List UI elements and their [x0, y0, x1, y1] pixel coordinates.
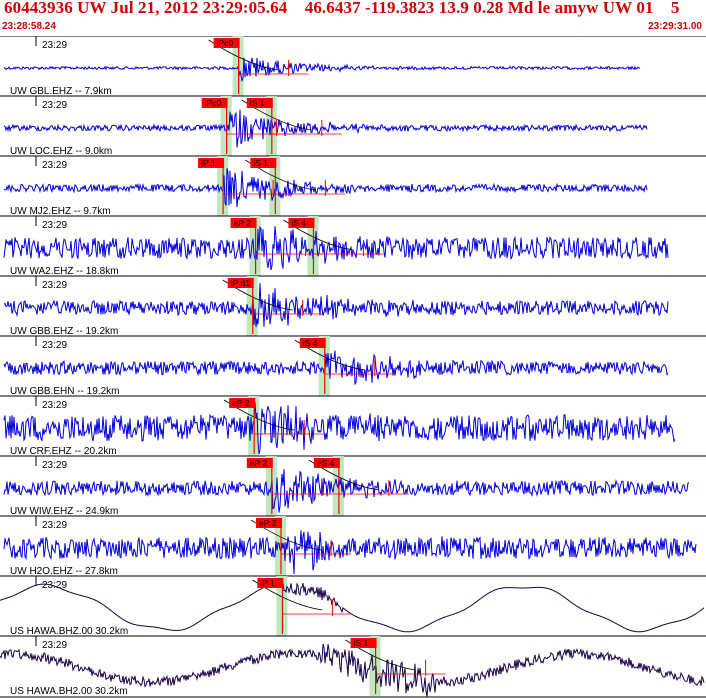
- trace-row[interactable]: iP 1 23:29 US HAWA.BHZ.00 30.2km: [0, 575, 706, 637]
- pick-label-box: [213, 38, 240, 48]
- pick-label[interactable]: iP 1: [260, 578, 275, 588]
- station-label[interactable]: UW GBL.EHZ -- 7.9km: [10, 86, 112, 97]
- trace-row[interactable]: eP 2 23:29 UW CRF.EHZ -- 20.2km: [0, 395, 706, 457]
- pick-label[interactable]: iS 1: [250, 98, 265, 108]
- waveform: [3, 109, 648, 148]
- time-start-label: 23:28:58.24: [2, 21, 56, 32]
- trace-time-label: 23:29: [42, 220, 67, 231]
- pick-label[interactable]: iPc0: [205, 98, 222, 108]
- waveform: [0, 643, 705, 697]
- trace-row[interactable]: iPc0 23:29 UW GBL.EHZ -- 7.9km: [0, 36, 706, 97]
- pick-label-box: [350, 638, 377, 648]
- trace-time-label: 23:29: [42, 520, 67, 531]
- pick-label[interactable]: iS 1: [253, 158, 268, 168]
- pick-label-box: [313, 458, 340, 468]
- time-end-label: 23:29:31.00: [648, 21, 702, 32]
- pick-label-box: [255, 518, 282, 528]
- pick-label[interactable]: iPc0: [217, 38, 234, 48]
- pick-label[interactable]: eP 2: [232, 398, 250, 408]
- station-label[interactable]: UW CRF.EHZ -- 20.2km: [10, 446, 117, 457]
- station-label[interactable]: US HAWA.BHZ.00 30.2km: [10, 626, 128, 637]
- pick-label-box: [246, 98, 273, 108]
- waveform: [3, 350, 669, 386]
- event-header: 60443936 UW Jul 21, 2012 23:29:05.64 46.…: [0, 0, 706, 36]
- pick-label[interactable]: iS 1: [354, 638, 369, 648]
- trace-row[interactable]: iS 1 23:29 US HAWA.BH2.00 30.2km: [0, 635, 706, 697]
- pick-label[interactable]: iS 4: [303, 338, 318, 348]
- trace-row[interactable]: iS 4 23:29 UW GBB.EHN -- 19.2km: [0, 335, 706, 397]
- event-title: 60443936 UW Jul 21, 2012 23:29:05.64 46.…: [4, 0, 680, 17]
- seismogram-panel[interactable]: iPc0 23:29 UW GBL.EHZ -- 7.9km iPc0 iS 1 23:2…: [0, 36, 706, 698]
- waveform: [3, 530, 697, 575]
- pick-label-box: [229, 398, 256, 408]
- station-label[interactable]: UW WA2.EHZ -- 18.8km: [10, 266, 119, 277]
- pick-label-box: [250, 158, 277, 168]
- trace-time-label: 23:29: [42, 580, 67, 591]
- trace-row[interactable]: iPc0 iS 1 23:29 UW LOC.EHZ -- 9.0km: [0, 95, 706, 157]
- pick-label[interactable]: eP 2: [250, 458, 268, 468]
- trace-time-label: 23:29: [42, 400, 67, 411]
- trace-time-label: 23:29: [42, 640, 67, 651]
- trace-row[interactable]: iP d1 23:29 UW GBB.EHZ -- 19.2km: [0, 275, 706, 337]
- waveform: [3, 469, 690, 513]
- trace-time-label: 23:29: [42, 460, 67, 471]
- pick-label-box: [227, 278, 254, 288]
- trace-row[interactable]: eP 2 23:29 UW H2O.EHZ -- 27.8km: [0, 515, 706, 577]
- pick-label-box: [230, 218, 257, 228]
- pick-label[interactable]: eP 2: [259, 518, 277, 528]
- station-label[interactable]: UW MJ2.EHZ -- 9.7km: [10, 206, 111, 217]
- station-label[interactable]: UW WIW.EHZ -- 24.9km: [10, 506, 118, 517]
- station-label[interactable]: UW LOC.EHZ -- 9.0km: [10, 146, 112, 157]
- pick-label[interactable]: iP 1: [201, 158, 216, 168]
- pick-label-box: [246, 458, 273, 468]
- pick-label[interactable]: iS 4: [291, 218, 306, 228]
- waveform: [3, 401, 676, 455]
- pick-label[interactable]: eS 4: [317, 458, 335, 468]
- trace-time-label: 23:29: [42, 340, 67, 351]
- pick-label[interactable]: eP 2: [234, 218, 252, 228]
- waveform: [3, 283, 669, 327]
- station-label[interactable]: US HAWA.BH2.00 30.2km: [10, 686, 128, 697]
- pick-label-box: [198, 158, 225, 168]
- station-label[interactable]: UW GBB.EHN -- 19.2km: [10, 386, 119, 397]
- waveform: [3, 57, 641, 83]
- trace-row[interactable]: eP 2 iS 4 23:29 UW WA2.EHZ -- 18.8km: [0, 215, 706, 277]
- pick-label-box: [299, 338, 326, 348]
- waveform: [3, 225, 669, 271]
- waveform: [0, 582, 705, 633]
- station-label[interactable]: UW GBB.EHZ -- 19.2km: [10, 326, 118, 337]
- trace-time-label: 23:29: [42, 100, 67, 111]
- trace-row[interactable]: iP 1 iS 1 23:29 UW MJ2.EHZ -- 9.7km: [0, 155, 706, 217]
- trace-time-label: 23:29: [42, 160, 67, 171]
- pick-label[interactable]: iP d1: [231, 278, 250, 288]
- trace-row[interactable]: eP 2 eS 4 23:29 UW WIW.EHZ -- 24.9km: [0, 455, 706, 517]
- pick-label-box: [201, 98, 228, 108]
- station-label[interactable]: UW H2O.EHZ -- 27.8km: [10, 566, 118, 577]
- trace-time-label: 23:29: [42, 280, 67, 291]
- pick-label-box: [288, 218, 315, 228]
- trace-time-label: 23:29: [42, 40, 67, 51]
- pick-label-box: [257, 578, 284, 588]
